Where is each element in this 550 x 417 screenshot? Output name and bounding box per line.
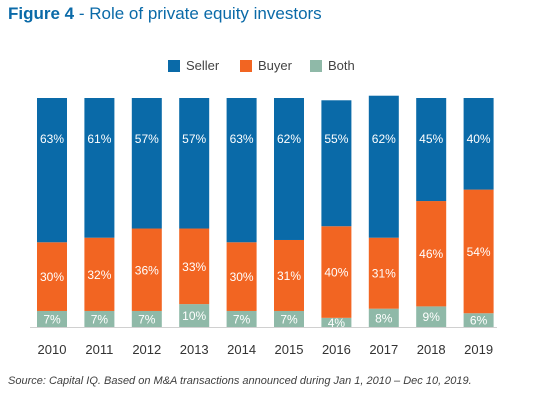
bar-both-2011	[84, 310, 115, 327]
data-label-seller-2011: 61%	[87, 132, 111, 146]
bar-seller-2015	[274, 98, 304, 240]
bar-both-2019	[463, 313, 494, 327]
data-label-buyer-2015: 31%	[277, 269, 301, 283]
bar-seller-2013	[179, 98, 210, 229]
bar-buyer-2018	[416, 201, 447, 307]
data-label-both-2014: 7%	[233, 312, 251, 326]
data-label-both-2011: 7%	[91, 312, 109, 326]
bar-buyer-2010	[37, 242, 67, 311]
data-label-buyer-2016: 40%	[324, 266, 348, 280]
x-tick-label-2010: 2010	[38, 342, 67, 357]
x-tick-label-2015: 2015	[275, 342, 304, 357]
data-label-seller-2015: 62%	[277, 132, 301, 146]
bar-both-2017	[368, 308, 399, 327]
data-label-seller-2019: 40%	[467, 132, 491, 146]
data-label-seller-2012: 57%	[135, 132, 159, 146]
data-label-buyer-2010: 30%	[40, 270, 64, 284]
bar-seller-2010	[37, 98, 67, 243]
data-label-both-2016: 4%	[328, 316, 346, 330]
data-label-buyer-2013: 33%	[182, 260, 206, 274]
x-tick-label-2018: 2018	[417, 342, 446, 357]
data-label-both-2010: 7%	[43, 312, 61, 326]
bar-seller-2018	[416, 98, 447, 202]
bar-seller-2019	[463, 98, 494, 190]
bar-seller-2017	[368, 95, 399, 238]
data-label-buyer-2017: 31%	[372, 267, 396, 281]
data-label-both-2017: 8%	[375, 311, 393, 325]
figure-label: Figure 4	[8, 4, 75, 23]
x-tick-label-2017: 2017	[369, 342, 398, 357]
legend-swatch-buyer	[240, 60, 252, 72]
x-tick-label-2014: 2014	[227, 342, 256, 357]
data-label-both-2013: 10%	[182, 309, 206, 323]
data-label-buyer-2018: 46%	[419, 247, 443, 261]
bar-seller-2011	[84, 98, 115, 238]
data-label-buyer-2011: 32%	[87, 268, 111, 282]
legend-swatch-both	[310, 60, 322, 72]
bar-buyer-2015	[274, 239, 304, 311]
data-label-seller-2013: 57%	[182, 132, 206, 146]
x-tick-label-2011: 2011	[85, 342, 113, 357]
data-label-seller-2017: 62%	[372, 132, 396, 146]
data-label-buyer-2012: 36%	[135, 263, 159, 277]
bar-buyer-2012	[131, 228, 162, 311]
bar-both-2015	[274, 310, 304, 327]
data-label-both-2018: 9%	[423, 310, 441, 324]
legend-label-both: Both	[328, 58, 355, 73]
bar-buyer-2019	[463, 189, 494, 314]
x-tick-label-2012: 2012	[132, 342, 161, 357]
bar-both-2013	[179, 304, 210, 327]
x-tick-label-2016: 2016	[322, 342, 351, 357]
source-note: Source: Capital IQ. Based on M&A transac…	[8, 375, 472, 387]
legend-swatch-seller	[168, 60, 180, 72]
data-label-seller-2010: 63%	[40, 132, 64, 146]
data-label-seller-2018: 45%	[419, 132, 443, 146]
legend-label-seller: Seller	[186, 58, 220, 73]
bar-buyer-2014	[226, 242, 257, 311]
bar-both-2016	[321, 317, 352, 327]
bar-buyer-2016	[321, 226, 352, 318]
data-label-buyer-2014: 30%	[230, 270, 254, 284]
data-label-both-2019: 6%	[470, 314, 488, 328]
bar-both-2012	[131, 310, 162, 327]
chart-title: Figure 4 - Role of private equity invest…	[8, 4, 322, 24]
title-text: - Role of private equity investors	[74, 4, 322, 23]
bar-both-2010	[37, 310, 67, 327]
x-tick-label-2013: 2013	[180, 342, 209, 357]
legend-label-buyer: Buyer	[258, 58, 292, 73]
data-label-buyer-2019: 54%	[467, 245, 491, 259]
data-label-seller-2016: 55%	[324, 132, 348, 146]
legend: Seller Buyer Both	[0, 58, 550, 73]
data-label-seller-2014: 63%	[230, 132, 254, 146]
data-label-both-2012: 7%	[138, 312, 156, 326]
bar-buyer-2011	[84, 237, 115, 311]
bar-seller-2016	[321, 100, 352, 227]
bar-both-2018	[416, 306, 447, 327]
bar-both-2014	[226, 310, 257, 327]
bar-seller-2014	[226, 98, 257, 243]
bar-buyer-2017	[368, 237, 399, 309]
bar-buyer-2013	[179, 228, 210, 305]
bar-seller-2012	[131, 98, 162, 229]
x-tick-label-2019: 2019	[464, 342, 493, 357]
data-label-both-2015: 7%	[280, 312, 298, 326]
